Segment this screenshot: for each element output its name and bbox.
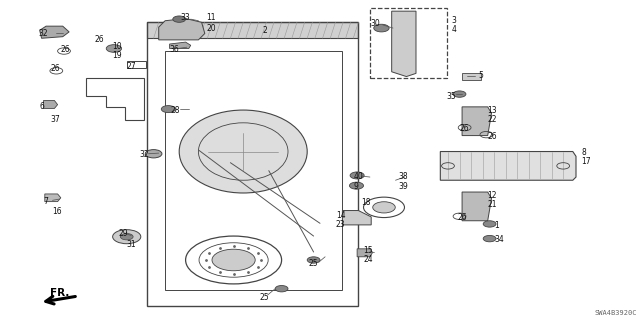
Text: 24: 24: [364, 256, 373, 264]
Text: 38: 38: [398, 172, 408, 181]
Text: 12: 12: [488, 191, 497, 200]
Circle shape: [173, 16, 186, 22]
Circle shape: [113, 230, 141, 244]
Text: 17: 17: [581, 157, 591, 166]
Circle shape: [212, 249, 255, 271]
Text: 2: 2: [262, 26, 267, 35]
Text: 10: 10: [112, 42, 122, 51]
Text: 39: 39: [398, 182, 408, 191]
Text: SWA4B3920C: SWA4B3920C: [595, 310, 637, 316]
Polygon shape: [147, 22, 358, 38]
Circle shape: [275, 286, 288, 292]
Circle shape: [372, 202, 396, 213]
Polygon shape: [159, 19, 205, 40]
Text: 8: 8: [581, 148, 586, 157]
Text: 22: 22: [488, 115, 497, 124]
Text: 40: 40: [353, 172, 363, 181]
Text: 26: 26: [488, 132, 497, 141]
Text: 3: 3: [451, 16, 456, 25]
Text: 16: 16: [52, 207, 62, 216]
Text: 37: 37: [51, 115, 60, 124]
Circle shape: [483, 221, 496, 227]
Polygon shape: [462, 73, 481, 80]
Circle shape: [349, 182, 364, 189]
Text: 1: 1: [494, 221, 499, 230]
Text: 5: 5: [479, 71, 484, 80]
Text: 33: 33: [180, 13, 190, 22]
Text: 32: 32: [140, 150, 149, 159]
Circle shape: [145, 150, 162, 158]
Text: 26: 26: [60, 45, 70, 54]
Text: 35: 35: [447, 92, 456, 101]
Text: 28: 28: [171, 106, 180, 115]
Circle shape: [120, 234, 133, 240]
Text: 26: 26: [51, 64, 60, 73]
Text: 29: 29: [118, 229, 128, 238]
Text: 18: 18: [362, 198, 371, 207]
Text: 25: 25: [259, 293, 269, 302]
Polygon shape: [357, 249, 372, 257]
Text: 31: 31: [127, 240, 136, 249]
Polygon shape: [40, 26, 69, 38]
Text: 9: 9: [353, 182, 358, 191]
Circle shape: [350, 172, 364, 179]
Polygon shape: [342, 211, 371, 225]
Polygon shape: [44, 100, 58, 108]
Text: 11: 11: [206, 13, 216, 22]
Text: 4: 4: [451, 25, 456, 34]
Polygon shape: [462, 107, 492, 136]
Text: 6: 6: [40, 102, 45, 111]
Ellipse shape: [179, 110, 307, 193]
Text: 27: 27: [127, 62, 136, 71]
Text: 25: 25: [308, 259, 318, 268]
Text: 15: 15: [364, 246, 373, 255]
Circle shape: [106, 45, 122, 52]
Polygon shape: [440, 152, 576, 180]
Text: 36: 36: [170, 45, 179, 54]
Text: 26: 26: [95, 35, 104, 44]
Text: 13: 13: [488, 106, 497, 115]
Polygon shape: [462, 192, 492, 221]
Text: 21: 21: [488, 200, 497, 209]
Text: 30: 30: [370, 19, 380, 28]
Text: 26: 26: [458, 213, 467, 222]
Polygon shape: [170, 42, 191, 48]
Text: 7: 7: [44, 197, 49, 206]
Text: 23: 23: [336, 220, 346, 229]
Text: 32: 32: [38, 29, 48, 38]
Circle shape: [453, 91, 466, 97]
Circle shape: [483, 235, 496, 242]
Text: FR.: FR.: [50, 288, 69, 298]
Circle shape: [307, 257, 320, 263]
Circle shape: [161, 106, 175, 113]
Text: 14: 14: [336, 211, 346, 220]
Text: 20: 20: [206, 24, 216, 33]
Text: 34: 34: [494, 235, 504, 244]
Polygon shape: [45, 194, 61, 202]
Text: 26: 26: [460, 124, 469, 133]
Polygon shape: [392, 11, 416, 77]
Circle shape: [374, 24, 389, 32]
Text: 19: 19: [112, 51, 122, 60]
